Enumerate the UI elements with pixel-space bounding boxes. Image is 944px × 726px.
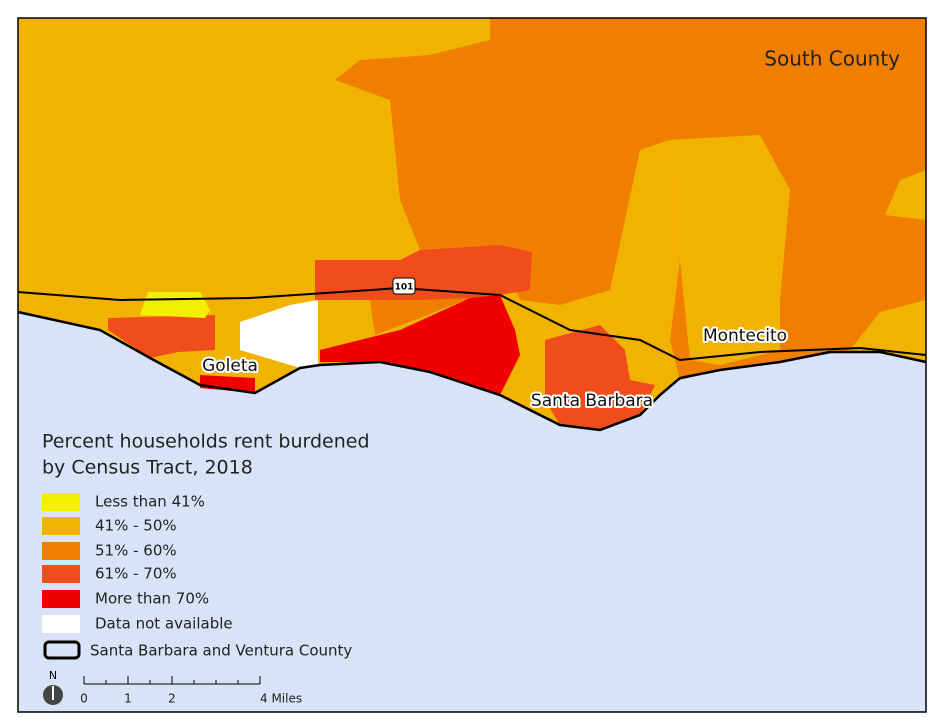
county-boundary: [17, 310, 927, 432]
scale-label: 4 Miles: [260, 692, 302, 706]
legend-swatch: [42, 590, 80, 608]
tract: [885, 170, 926, 220]
highway-shield: [392, 277, 416, 295]
tract: [370, 298, 470, 335]
legend-title: by Census Tract, 2018: [42, 457, 253, 479]
tract: [545, 325, 655, 430]
tract: [140, 292, 210, 318]
legend-label: More than 70%: [95, 590, 209, 608]
north-label: N: [49, 669, 57, 682]
boundary-swatch: [43, 640, 81, 660]
scale: 0 1 2 4 Miles: [80, 676, 302, 706]
legend: Less than 41% 41% - 50% 51% - 60% 61% - 70%…: [42, 493, 233, 633]
tract: [240, 300, 318, 368]
legend-label: Santa Barbara and Ventura County: [90, 642, 352, 660]
place-label: Montecito: [703, 326, 787, 346]
legend-label: 61% - 70%: [95, 565, 177, 583]
legend-swatch: [42, 517, 80, 535]
tract: [670, 135, 790, 365]
highway: [17, 286, 927, 362]
legend-swatch: [42, 542, 80, 560]
tract: [108, 315, 215, 358]
place-label: Goleta: [202, 356, 258, 376]
scale-label: 1: [124, 692, 132, 706]
tract: [320, 295, 520, 395]
frame: [17, 17, 927, 713]
legend-label: 41% - 50%: [95, 517, 177, 535]
legend-swatch: [42, 615, 80, 633]
scale-label: 0: [80, 692, 88, 706]
legend-title: Percent households rent burdened: [42, 431, 370, 453]
tracts: [18, 18, 926, 430]
tract: [200, 375, 255, 393]
legend-swatch: [42, 493, 80, 511]
legend-swatch: [42, 565, 80, 583]
legend-label: Data not available: [95, 615, 233, 633]
tract: [318, 300, 375, 345]
legend-label: Less than 41%: [95, 493, 205, 511]
region-label: South County: [764, 47, 900, 71]
tract: [575, 295, 645, 345]
scale-label: 2: [168, 692, 176, 706]
place-label: Santa Barbara: [531, 391, 653, 411]
legend-label: 51% - 60%: [95, 542, 177, 560]
highway-label: 101: [395, 283, 414, 293]
